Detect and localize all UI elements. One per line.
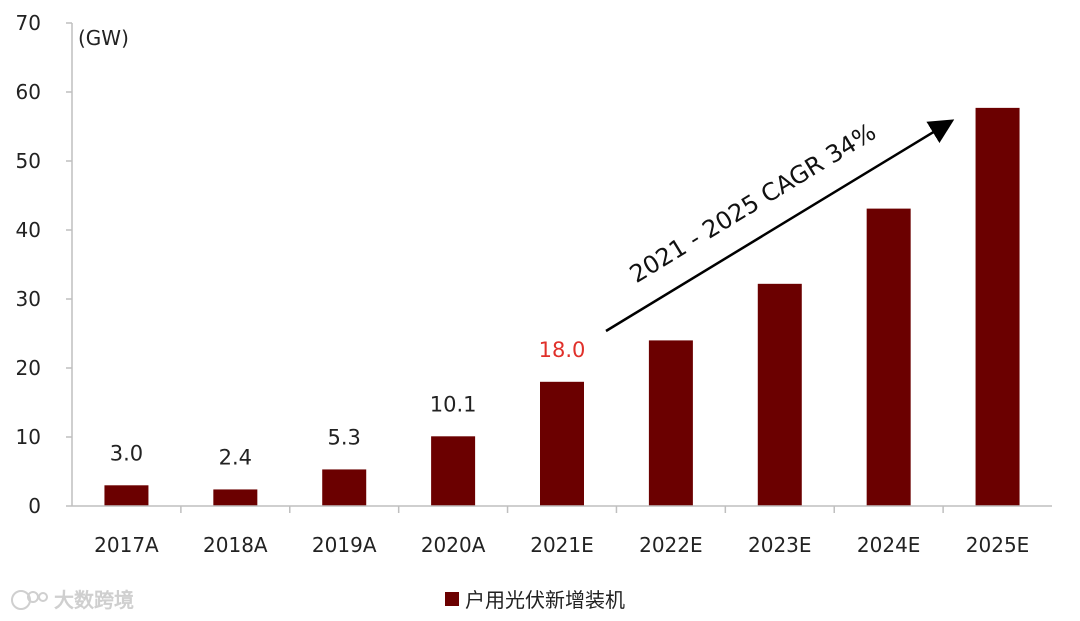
bar-2022E <box>648 340 693 506</box>
y-tick-label: 10 <box>16 425 41 449</box>
x-tick-label-2025E: 2025E <box>966 533 1030 557</box>
x-tick-label-2018A: 2018A <box>203 533 268 557</box>
data-label-2021E: 18.0 <box>539 338 586 362</box>
y-tick-label: 0 <box>28 494 41 518</box>
bar-2018A <box>213 489 258 506</box>
cagr-annotation-text: 2021 - 2025 CAGR 34% <box>625 118 881 289</box>
data-label-2018A: 2.4 <box>219 445 252 469</box>
bar-2025E <box>975 107 1020 507</box>
bar-2023E <box>757 283 802 506</box>
x-tick-label-2023E: 2023E <box>748 533 812 557</box>
x-tick-label-2019A: 2019A <box>312 533 377 557</box>
x-axis-ticks: 2017A 2018A 2019A 2020A 2021E 2022E 2023E 2024E… <box>94 506 1029 557</box>
legend-label: 户用光伏新增装机 <box>465 588 625 612</box>
bar-2017A <box>104 485 149 506</box>
bar-2024E <box>866 208 911 507</box>
data-labels-group: 3.0 2.4 5.3 10.1 18.0 <box>110 338 586 470</box>
watermark-logo-icon <box>11 590 48 610</box>
x-tick-label-2021E: 2021E <box>530 533 594 557</box>
x-tick-label-2020A: 2020A <box>421 533 486 557</box>
legend: 户用光伏新增装机 <box>445 588 625 612</box>
y-tick-label: 30 <box>16 287 41 311</box>
x-tick-label-2022E: 2022E <box>639 533 703 557</box>
x-tick-label-2017A: 2017A <box>94 533 159 557</box>
y-tick-label: 60 <box>16 80 41 104</box>
data-label-2017A: 3.0 <box>110 441 143 465</box>
data-label-2020A: 10.1 <box>430 392 477 416</box>
y-axis-unit-label: (GW) <box>78 26 129 50</box>
bars-group <box>104 107 1020 507</box>
x-tick-label-2024E: 2024E <box>857 533 921 557</box>
watermark: 大数跨境 <box>11 588 134 612</box>
bar-2019A <box>322 469 367 506</box>
bar-2021E <box>540 381 584 506</box>
legend-swatch <box>445 592 459 606</box>
data-label-2019A: 5.3 <box>328 425 361 449</box>
bar-2020A <box>431 436 476 506</box>
y-tick-label: 70 <box>16 11 41 35</box>
y-tick-label: 50 <box>16 149 41 173</box>
y-tick-label: 20 <box>16 356 41 380</box>
watermark-text: 大数跨境 <box>54 588 134 612</box>
y-tick-label: 40 <box>16 218 41 242</box>
y-axis-ticks: 0 10 20 30 40 50 60 70 <box>16 11 72 518</box>
trend-arrow <box>605 119 955 333</box>
